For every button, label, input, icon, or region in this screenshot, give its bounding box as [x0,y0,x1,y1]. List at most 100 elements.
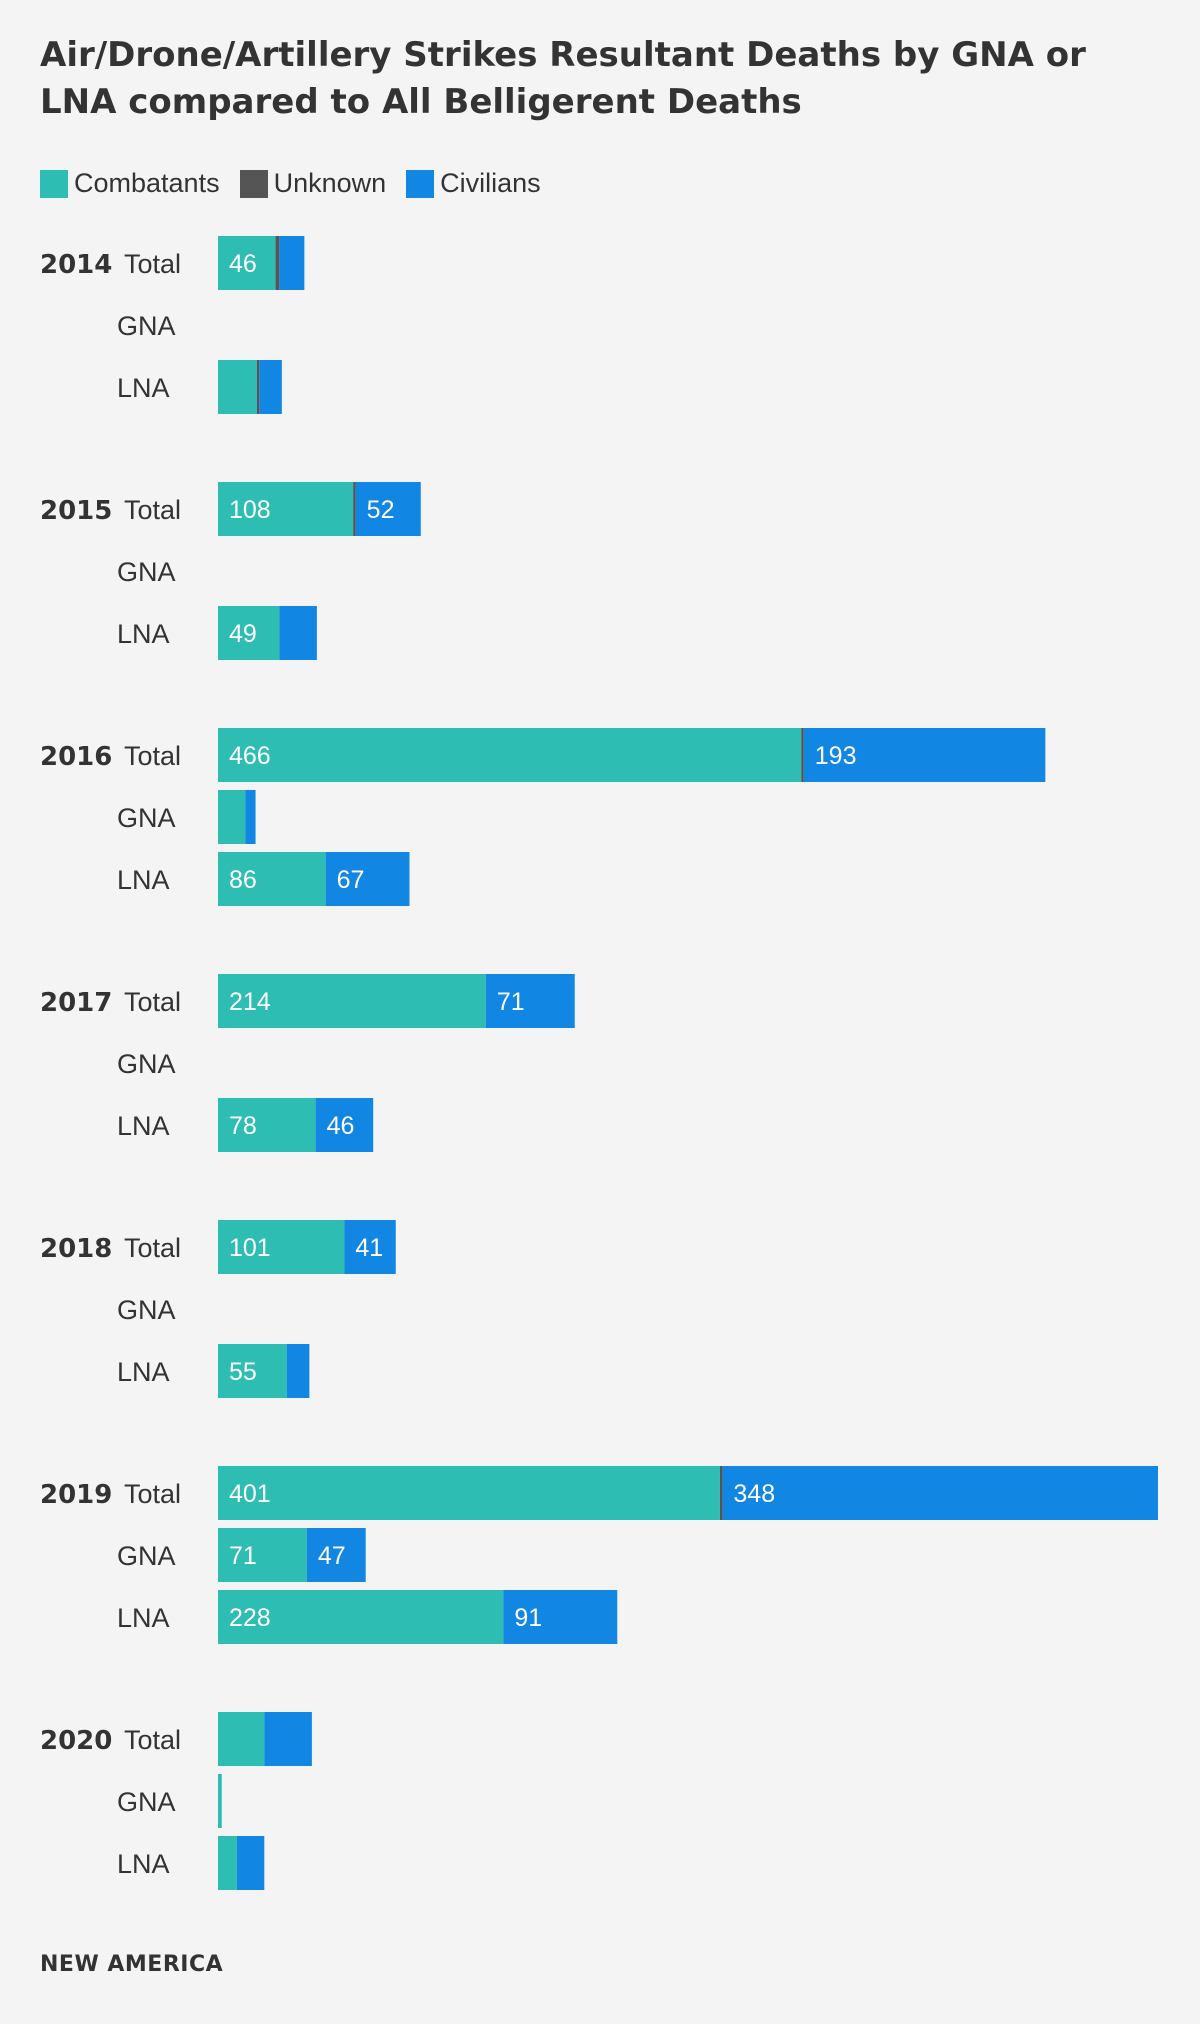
data-label-2019-gna-combatants: 71 [229,1542,257,1570]
row-label-2018-gna: GNA [117,1295,176,1325]
bar-2016-gna-combatants [218,790,246,844]
legend-swatch-combatants [40,169,68,198]
bar-2014-total-civilians [279,236,305,290]
data-label-2016-lna-civilians: 67 [337,866,365,894]
bar-2019-total-unknown [719,1466,723,1520]
row-label-2019-total: Total [124,1479,181,1509]
data-label-2014-total-combatants: 46 [229,250,257,278]
data-label-2017-total-combatants: 214 [229,988,271,1016]
bar-2014-total-unknown [275,236,280,290]
bar-2017-lna-combatants [218,1098,316,1152]
row-label-2015-gna: GNA [117,557,176,587]
row-label-2020-lna: LNA [117,1849,170,1879]
row-label-2019-gna: GNA [117,1541,176,1571]
new-america-logo: NEW AMERICA [40,1952,224,1977]
bar-2015-total-combatants [218,482,354,536]
year-label-2016: 2016 [40,742,112,772]
year-label-2017: 2017 [40,988,112,1018]
legend-swatch-civilians [406,169,435,198]
bar-2020-lna-combatants [218,1836,237,1890]
data-label-2017-total-civilians: 71 [497,988,525,1016]
row-label-2019-lna: LNA [117,1603,170,1633]
bar-2018-total-combatants [218,1220,345,1274]
row-label-2016-gna: GNA [117,803,176,833]
data-label-2018-total-combatants: 101 [229,1234,271,1262]
year-label-2020: 2020 [40,1726,112,1756]
year-label-2014: 2014 [40,250,112,280]
legend-label-civilians: Civilians [440,168,541,198]
legend-item-unknown: Unknown [239,168,387,199]
legend-label-combatants: Combatants [74,168,220,198]
data-label-2016-total-combatants: 466 [229,742,271,770]
bar-2017-total-civilians [485,974,575,1028]
bar-2019-lna-civilians [503,1590,618,1644]
bar-2016-total-combatants [218,728,802,782]
bar-2018-total-civilians [344,1220,396,1274]
bar-2020-gna-combatants [218,1774,222,1828]
data-label-2019-gna-civilians: 47 [318,1542,346,1570]
bar-2014-total-combatants [218,236,276,290]
data-label-2019-lna-civilians: 91 [514,1604,542,1632]
legend-label-unknown: Unknown [273,168,387,198]
bar-2016-lna-civilians [325,852,410,906]
row-label-2017-total: Total [124,987,181,1017]
bar-2019-total-civilians [722,1466,1158,1520]
bar-2019-total-combatants [218,1466,720,1520]
data-label-2019-total-combatants: 401 [229,1480,271,1508]
row-label-2014-total: Total [124,249,181,279]
row-label-2016-lna: LNA [117,865,170,895]
bar-2019-gna-civilians [306,1528,366,1582]
data-label-2016-total-civilians: 193 [815,742,857,770]
bar-2014-lna-unknown [256,360,260,414]
data-label-2015-lna-combatants: 49 [229,620,257,648]
data-label-2018-total-civilians: 41 [355,1234,383,1262]
bar-2015-total-civilians [355,482,421,536]
bar-2015-lna-civilians [279,606,317,660]
legend-item-civilians: Civilians [406,168,541,199]
year-label-2018: 2018 [40,1234,112,1264]
bar-chart: 2014 Total 46 GNA LNA 2015 Total 108 52 GNA LNA 49 2… [40,236,1158,1890]
bar-2016-gna-civilians [245,790,256,844]
legend: Combatants Unknown Civilians [40,168,561,199]
year-label-2015: 2015 [40,496,112,526]
bar-2019-lna-combatants [218,1590,504,1644]
bar-2020-lna-civilians [236,1836,265,1890]
data-label-2019-total-civilians: 348 [733,1480,775,1508]
row-label-2016-total: Total [124,741,181,771]
row-label-2018-total: Total [124,1233,181,1263]
chart-title: Air/Drone/Artillery Strikes Resultant De… [40,35,1086,122]
bar-2020-total-civilians [264,1712,312,1766]
data-label-2015-total-combatants: 108 [229,496,271,524]
row-label-2015-lna: LNA [117,619,170,649]
bar-2018-lna-combatants [218,1344,287,1398]
bar-2019-gna-combatants [218,1528,307,1582]
bar-2017-lna-civilians [315,1098,374,1152]
bar-2016-lna-combatants [218,852,326,906]
row-label-2017-gna: GNA [117,1049,176,1079]
bar-2016-total-civilians [803,728,1046,782]
data-label-2015-total-civilians: 52 [367,496,395,524]
bar-2017-total-combatants [218,974,486,1028]
data-label-2017-lna-combatants: 78 [229,1112,257,1140]
row-label-2020-total: Total [124,1725,181,1755]
bar-2020-total-combatants [218,1712,265,1766]
row-label-2017-lna: LNA [117,1111,170,1141]
bar-2015-lna-combatants [218,606,280,660]
data-label-2019-lna-combatants: 228 [229,1604,271,1632]
bar-2015-total-unknown [353,482,356,536]
legend-item-combatants: Combatants [40,168,220,199]
bar-2014-lna-civilians [259,360,282,414]
row-label-2015-total: Total [124,495,181,525]
data-label-2017-lna-civilians: 46 [327,1112,355,1140]
data-label-2016-lna-combatants: 86 [229,866,257,894]
row-label-2014-gna: GNA [117,311,176,341]
year-label-2019: 2019 [40,1480,112,1510]
row-label-2018-lna: LNA [117,1357,170,1387]
legend-swatch-unknown [239,169,268,198]
data-label-2018-lna-combatants: 55 [229,1358,257,1386]
bar-2018-lna-civilians [286,1344,310,1398]
row-label-2014-lna: LNA [117,373,170,403]
bar-2016-total-unknown [801,728,804,782]
bar-2014-lna-combatants [218,360,257,414]
row-label-2020-gna: GNA [117,1787,176,1817]
